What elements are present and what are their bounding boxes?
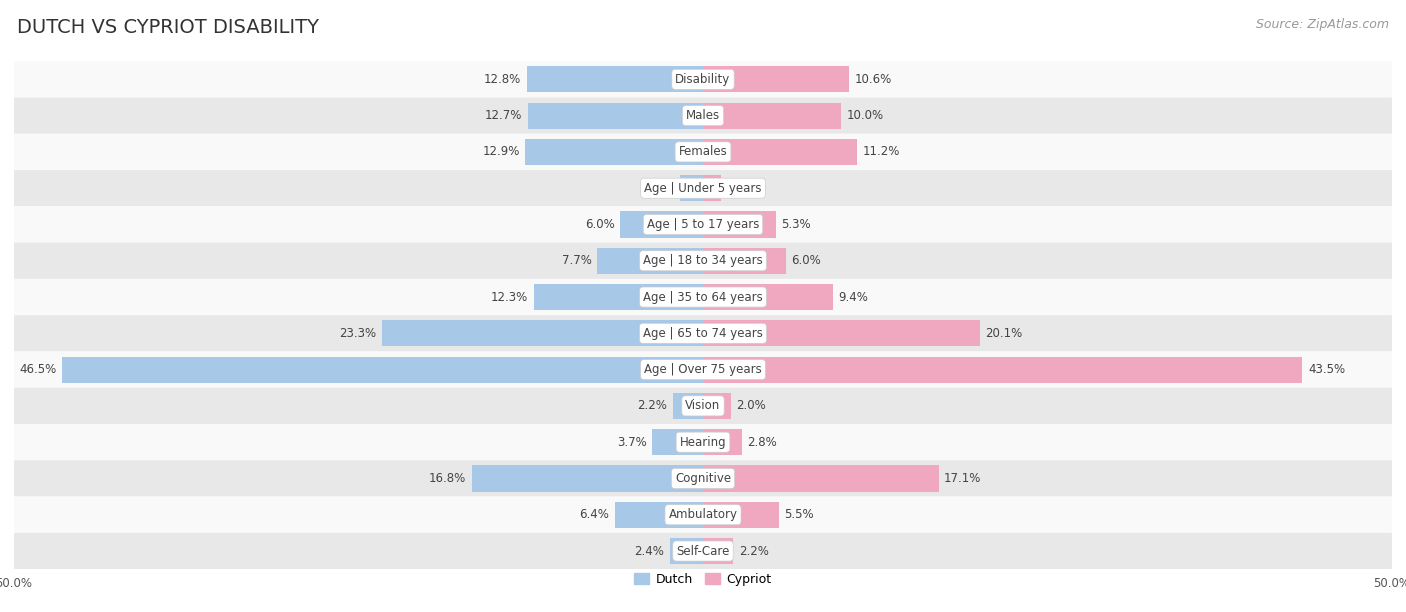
Bar <box>703 139 858 165</box>
Bar <box>703 502 779 528</box>
Text: 2.4%: 2.4% <box>634 545 665 558</box>
FancyBboxPatch shape <box>14 97 1392 134</box>
Text: 43.5%: 43.5% <box>1308 363 1346 376</box>
FancyBboxPatch shape <box>14 351 1392 388</box>
Bar <box>703 429 741 455</box>
Bar <box>669 538 703 564</box>
Bar <box>703 465 939 491</box>
Bar <box>703 175 721 201</box>
Bar <box>620 211 703 237</box>
FancyBboxPatch shape <box>14 170 1392 206</box>
Bar <box>703 284 832 310</box>
FancyBboxPatch shape <box>14 61 1392 97</box>
Text: Age | 5 to 17 years: Age | 5 to 17 years <box>647 218 759 231</box>
Text: 6.4%: 6.4% <box>579 508 609 521</box>
Text: 7.7%: 7.7% <box>561 254 592 267</box>
Text: 11.2%: 11.2% <box>863 146 900 159</box>
Text: Cognitive: Cognitive <box>675 472 731 485</box>
FancyBboxPatch shape <box>14 242 1392 279</box>
Text: Age | 35 to 64 years: Age | 35 to 64 years <box>643 291 763 304</box>
Text: 6.0%: 6.0% <box>585 218 614 231</box>
Text: 5.3%: 5.3% <box>782 218 811 231</box>
Text: 10.0%: 10.0% <box>846 109 883 122</box>
Text: Age | Under 5 years: Age | Under 5 years <box>644 182 762 195</box>
Text: 20.1%: 20.1% <box>986 327 1022 340</box>
Text: 10.6%: 10.6% <box>855 73 891 86</box>
Text: Self-Care: Self-Care <box>676 545 730 558</box>
Text: DUTCH VS CYPRIOT DISABILITY: DUTCH VS CYPRIOT DISABILITY <box>17 18 319 37</box>
Text: 12.8%: 12.8% <box>484 73 522 86</box>
Text: 2.8%: 2.8% <box>747 436 778 449</box>
Text: Ambulatory: Ambulatory <box>668 508 738 521</box>
Text: Disability: Disability <box>675 73 731 86</box>
FancyBboxPatch shape <box>14 315 1392 351</box>
Text: 12.7%: 12.7% <box>485 109 523 122</box>
Text: Hearing: Hearing <box>679 436 727 449</box>
Text: 1.7%: 1.7% <box>644 182 673 195</box>
Text: 2.2%: 2.2% <box>637 400 668 412</box>
Bar <box>382 320 703 346</box>
Legend: Dutch, Cypriot: Dutch, Cypriot <box>630 568 776 591</box>
Text: 2.0%: 2.0% <box>737 400 766 412</box>
Text: 9.4%: 9.4% <box>838 291 868 304</box>
Bar <box>471 465 703 491</box>
FancyBboxPatch shape <box>14 206 1392 242</box>
Bar <box>614 502 703 528</box>
Bar <box>703 248 786 274</box>
Text: Females: Females <box>679 146 727 159</box>
Text: 46.5%: 46.5% <box>20 363 56 376</box>
Bar <box>62 357 703 382</box>
FancyBboxPatch shape <box>14 424 1392 460</box>
Text: Males: Males <box>686 109 720 122</box>
Text: 16.8%: 16.8% <box>429 472 465 485</box>
FancyBboxPatch shape <box>14 533 1392 569</box>
Bar <box>703 320 980 346</box>
Bar <box>533 284 703 310</box>
Bar <box>652 429 703 455</box>
Text: Age | Over 75 years: Age | Over 75 years <box>644 363 762 376</box>
Bar <box>703 66 849 92</box>
Text: 3.7%: 3.7% <box>617 436 647 449</box>
Bar <box>527 66 703 92</box>
Text: 23.3%: 23.3% <box>339 327 377 340</box>
FancyBboxPatch shape <box>14 279 1392 315</box>
Bar <box>526 139 703 165</box>
Text: Age | 65 to 74 years: Age | 65 to 74 years <box>643 327 763 340</box>
Bar <box>529 103 703 129</box>
FancyBboxPatch shape <box>14 134 1392 170</box>
Text: 6.0%: 6.0% <box>792 254 821 267</box>
FancyBboxPatch shape <box>14 388 1392 424</box>
Text: 2.2%: 2.2% <box>738 545 769 558</box>
Text: Vision: Vision <box>685 400 721 412</box>
Text: 5.5%: 5.5% <box>785 508 814 521</box>
FancyBboxPatch shape <box>14 460 1392 496</box>
Bar <box>703 357 1302 382</box>
Bar <box>703 393 731 419</box>
Bar <box>672 393 703 419</box>
Bar <box>703 103 841 129</box>
Text: 17.1%: 17.1% <box>945 472 981 485</box>
Text: 12.9%: 12.9% <box>482 146 520 159</box>
FancyBboxPatch shape <box>14 496 1392 533</box>
Bar <box>598 248 703 274</box>
Text: 12.3%: 12.3% <box>491 291 529 304</box>
Bar <box>703 538 734 564</box>
Text: Age | 18 to 34 years: Age | 18 to 34 years <box>643 254 763 267</box>
Bar <box>679 175 703 201</box>
Text: 1.3%: 1.3% <box>727 182 756 195</box>
Bar <box>703 211 776 237</box>
Text: Source: ZipAtlas.com: Source: ZipAtlas.com <box>1256 18 1389 31</box>
